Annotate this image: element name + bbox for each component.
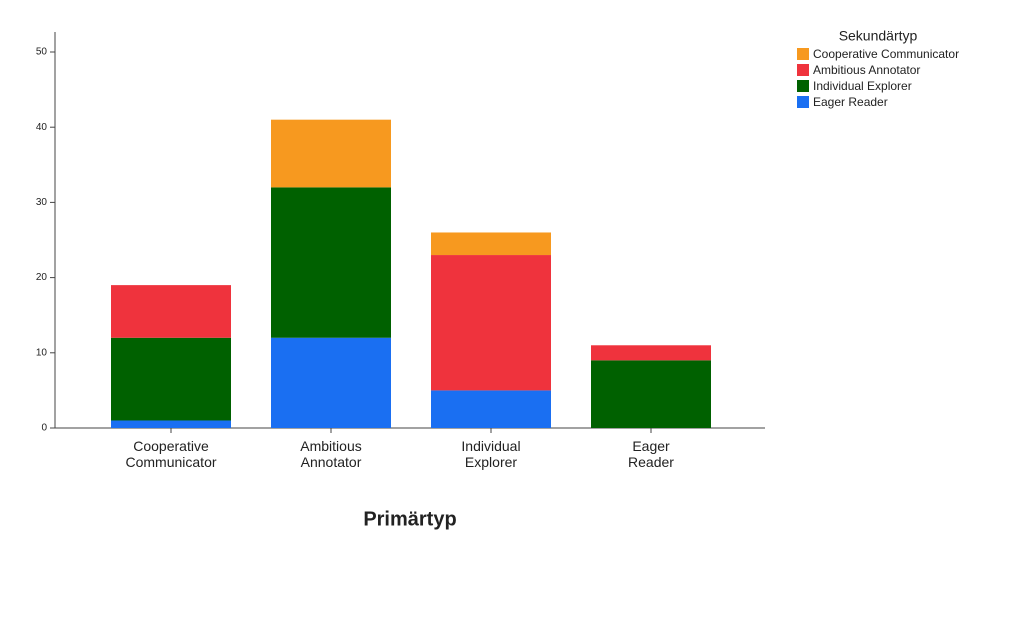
- bar-segment: [431, 390, 551, 428]
- x-tick-label: Individual Explorer: [461, 438, 521, 470]
- legend-swatch: [797, 48, 809, 60]
- legend-swatch: [797, 64, 809, 76]
- legend-swatch: [797, 96, 809, 108]
- y-tick-label: 40: [36, 122, 48, 133]
- legend-label: Eager Reader: [813, 95, 888, 109]
- x-tick-label: Eager Reader: [628, 438, 674, 470]
- bar-segment: [591, 345, 711, 361]
- bar-segment: [111, 285, 231, 338]
- legend-label: Cooperative Communicator: [813, 47, 959, 61]
- x-tick-label: Cooperative Communicator: [125, 438, 217, 470]
- bar-segment: [111, 420, 231, 428]
- legend-swatch: [797, 80, 809, 92]
- bar-segment: [271, 187, 391, 338]
- legend-title: Sekundärtyp: [839, 28, 918, 44]
- y-tick-label: 10: [36, 347, 48, 358]
- x-axis-title: Primärtyp: [363, 508, 456, 530]
- y-tick-label: 50: [36, 47, 48, 58]
- bar-segment: [431, 255, 551, 391]
- bar-segment: [271, 119, 391, 188]
- bar-segment: [111, 337, 231, 421]
- legend-label: Ambitious Annotator: [813, 63, 920, 77]
- y-tick-label: 20: [36, 272, 48, 283]
- bar-segment: [431, 232, 551, 256]
- legend-label: Individual Explorer: [813, 79, 912, 93]
- y-tick-label: 30: [36, 197, 48, 208]
- bar-segment: [271, 337, 391, 428]
- x-tick-label: Ambitious Annotator: [300, 438, 362, 470]
- y-tick-label: 0: [41, 423, 47, 434]
- bar-segment: [591, 360, 711, 428]
